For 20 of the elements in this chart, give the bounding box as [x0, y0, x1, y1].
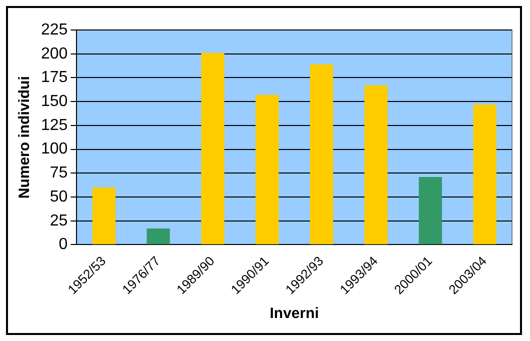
y-tick-label: 225 [40, 21, 68, 38]
bar [473, 104, 496, 244]
y-tick-label: 200 [40, 45, 68, 62]
bar [201, 52, 224, 244]
y-tick-label: 100 [40, 140, 68, 158]
bar [146, 228, 170, 244]
bar [310, 64, 334, 244]
bar [364, 85, 388, 244]
y-tick-label: 75 [50, 164, 68, 182]
bar [256, 94, 279, 244]
y-tick-label: 0 [58, 236, 68, 254]
x-axis-title: Inverni [270, 305, 319, 322]
bar [92, 187, 116, 244]
y-tick-label: 175 [40, 69, 68, 86]
y-axis-title: Numero individui [16, 76, 34, 199]
y-tick-label: 125 [40, 116, 68, 134]
bar [418, 176, 442, 244]
y-tick-label: 150 [40, 92, 68, 110]
y-tick-label: 25 [50, 212, 68, 230]
y-tick-label: 50 [50, 188, 68, 206]
